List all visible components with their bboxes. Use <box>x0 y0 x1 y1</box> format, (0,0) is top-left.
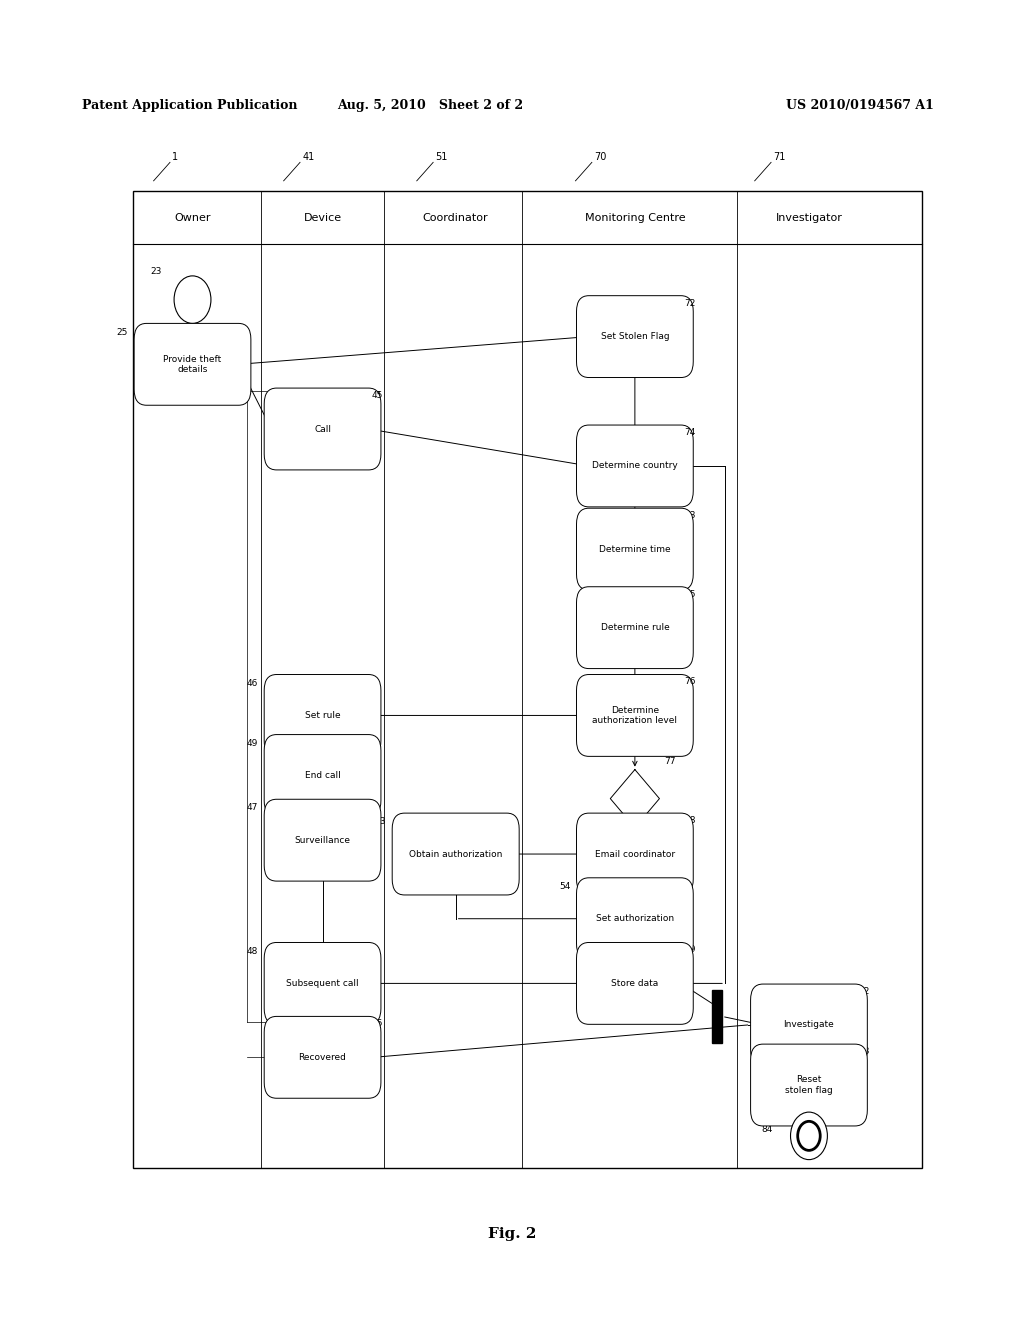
FancyBboxPatch shape <box>577 587 693 668</box>
Text: 47: 47 <box>247 804 258 812</box>
FancyBboxPatch shape <box>577 296 693 378</box>
Text: 55: 55 <box>372 1019 383 1028</box>
Text: 82: 82 <box>858 987 869 995</box>
FancyBboxPatch shape <box>577 675 693 756</box>
Text: Email coordinator: Email coordinator <box>595 850 675 858</box>
Text: Reset
stolen flag: Reset stolen flag <box>785 1076 833 1094</box>
Text: 53: 53 <box>375 817 386 826</box>
Text: 76: 76 <box>684 677 695 686</box>
Circle shape <box>791 1111 827 1160</box>
Text: 77: 77 <box>665 756 676 766</box>
Text: 41: 41 <box>302 152 314 162</box>
Text: 84: 84 <box>762 1125 773 1134</box>
Text: Determine time: Determine time <box>599 545 671 553</box>
Text: Subsequent call: Subsequent call <box>287 979 358 987</box>
Text: Set authorization: Set authorization <box>596 915 674 923</box>
Text: Set Stolen Flag: Set Stolen Flag <box>600 333 670 341</box>
Text: 49: 49 <box>247 739 258 747</box>
Text: Call: Call <box>314 425 331 433</box>
FancyBboxPatch shape <box>577 425 693 507</box>
Text: 25: 25 <box>117 327 128 337</box>
Text: 79: 79 <box>684 945 695 954</box>
FancyBboxPatch shape <box>751 983 867 1067</box>
Text: 73: 73 <box>684 511 695 520</box>
Text: 46: 46 <box>247 678 258 688</box>
Text: 51: 51 <box>435 152 447 162</box>
FancyBboxPatch shape <box>264 942 381 1024</box>
Text: Device: Device <box>303 213 342 223</box>
Bar <box>133 191 922 1168</box>
Text: End call: End call <box>305 771 340 780</box>
FancyBboxPatch shape <box>577 942 693 1024</box>
FancyBboxPatch shape <box>577 813 693 895</box>
Text: Owner: Owner <box>174 213 211 223</box>
Text: Store data: Store data <box>611 979 658 987</box>
Circle shape <box>798 1122 820 1151</box>
Text: 72: 72 <box>684 298 695 308</box>
FancyBboxPatch shape <box>264 388 381 470</box>
Text: Determine
authorization level: Determine authorization level <box>592 706 678 725</box>
Text: 70: 70 <box>594 152 606 162</box>
Text: 78: 78 <box>684 816 695 825</box>
Polygon shape <box>610 770 659 828</box>
Bar <box>712 990 722 1043</box>
Text: Determine country: Determine country <box>592 462 678 470</box>
FancyBboxPatch shape <box>264 800 381 882</box>
Text: Recovered: Recovered <box>299 1053 346 1061</box>
FancyBboxPatch shape <box>577 878 693 960</box>
Text: Coordinator: Coordinator <box>423 213 488 223</box>
FancyBboxPatch shape <box>134 323 251 405</box>
Text: Set rule: Set rule <box>305 711 340 719</box>
Text: Determine rule: Determine rule <box>600 623 670 632</box>
FancyBboxPatch shape <box>751 1044 867 1126</box>
FancyBboxPatch shape <box>264 734 381 816</box>
Text: Aug. 5, 2010   Sheet 2 of 2: Aug. 5, 2010 Sheet 2 of 2 <box>337 99 523 112</box>
Text: US 2010/0194567 A1: US 2010/0194567 A1 <box>786 99 934 112</box>
Text: [Not fully authorized]: [Not fully authorized] <box>590 843 680 853</box>
Text: 71: 71 <box>773 152 785 162</box>
Text: Provide theft
details: Provide theft details <box>164 355 221 374</box>
Text: Investigate: Investigate <box>783 1020 835 1030</box>
Text: 45: 45 <box>372 391 383 400</box>
Text: 74: 74 <box>684 428 695 437</box>
Text: Monitoring Centre: Monitoring Centre <box>585 213 685 223</box>
Text: 75: 75 <box>684 590 695 599</box>
Text: 23: 23 <box>151 267 162 276</box>
Text: Fig. 2: Fig. 2 <box>487 1228 537 1241</box>
FancyBboxPatch shape <box>577 508 693 590</box>
FancyBboxPatch shape <box>264 675 381 756</box>
Text: Investigator: Investigator <box>775 213 843 223</box>
Text: Obtain authorization: Obtain authorization <box>409 850 503 858</box>
Text: 1: 1 <box>172 152 178 162</box>
Text: 83: 83 <box>858 1047 869 1056</box>
Text: 48: 48 <box>247 946 258 956</box>
Text: 54: 54 <box>559 882 570 891</box>
FancyBboxPatch shape <box>264 1016 381 1098</box>
Text: Patent Application Publication: Patent Application Publication <box>82 99 297 112</box>
Text: Surveillance: Surveillance <box>295 836 350 845</box>
FancyBboxPatch shape <box>392 813 519 895</box>
